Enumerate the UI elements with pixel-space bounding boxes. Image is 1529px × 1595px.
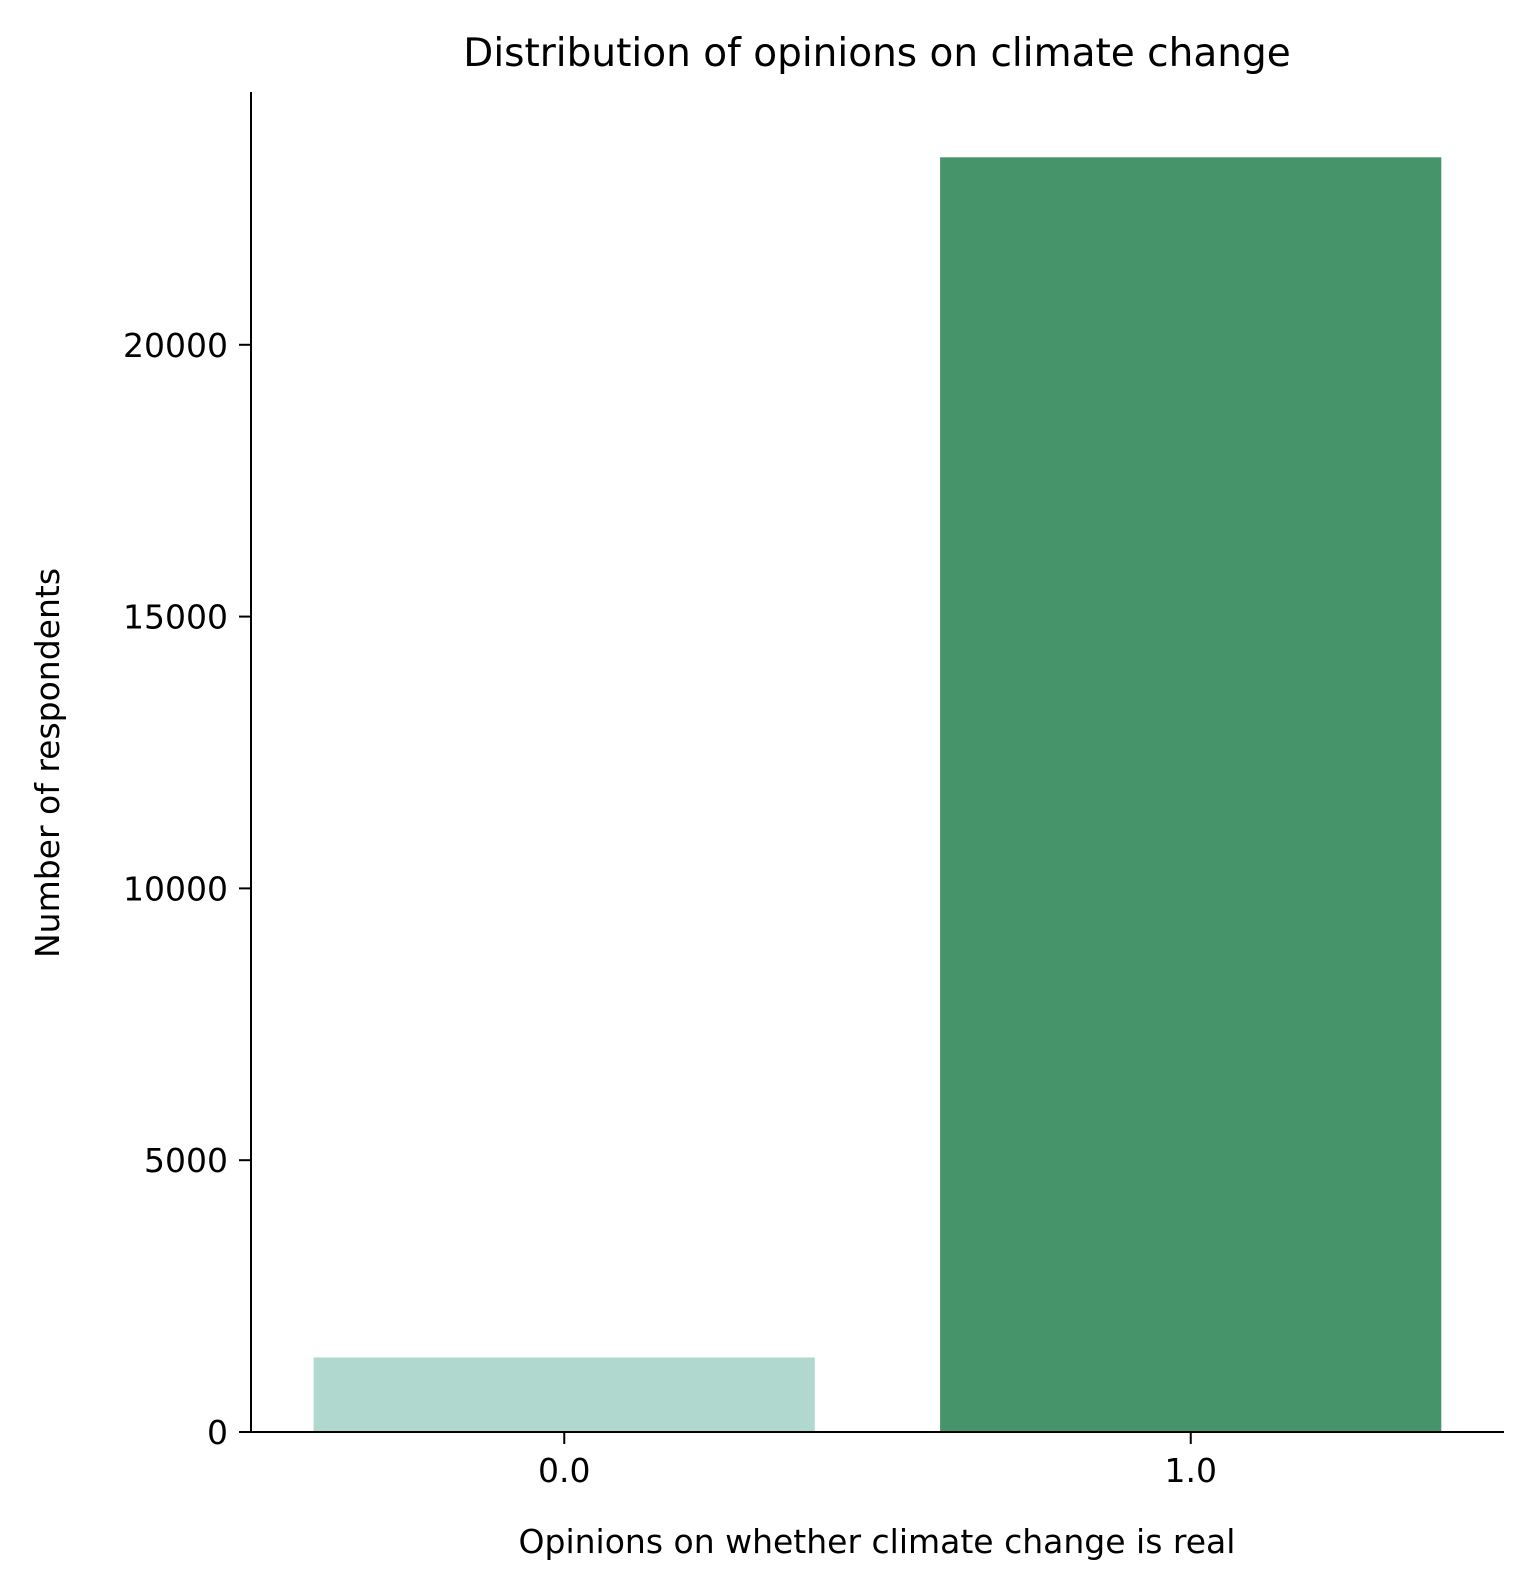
x-axis-ticks: 0.0 1.0	[538, 1432, 1217, 1490]
y-tick-label: 10000	[123, 869, 228, 908]
y-axis-ticks: 0 5000 10000 15000 20000	[123, 326, 251, 1452]
x-axis-title: Opinions on whether climate change is re…	[519, 1522, 1236, 1561]
bar-1.0	[940, 157, 1442, 1432]
y-tick-label: 20000	[123, 326, 228, 365]
bars-layer	[313, 157, 1442, 1432]
x-tick-label: 0.0	[538, 1451, 590, 1490]
y-tick-label: 0	[207, 1413, 228, 1452]
x-tick-label: 1.0	[1165, 1451, 1217, 1490]
y-tick-label: 5000	[144, 1141, 228, 1180]
y-tick-label: 15000	[123, 598, 228, 637]
bar-0.0	[313, 1357, 815, 1432]
y-axis-title: Number of respondents	[28, 568, 67, 958]
chart-title: Distribution of opinions on climate chan…	[463, 31, 1290, 76]
